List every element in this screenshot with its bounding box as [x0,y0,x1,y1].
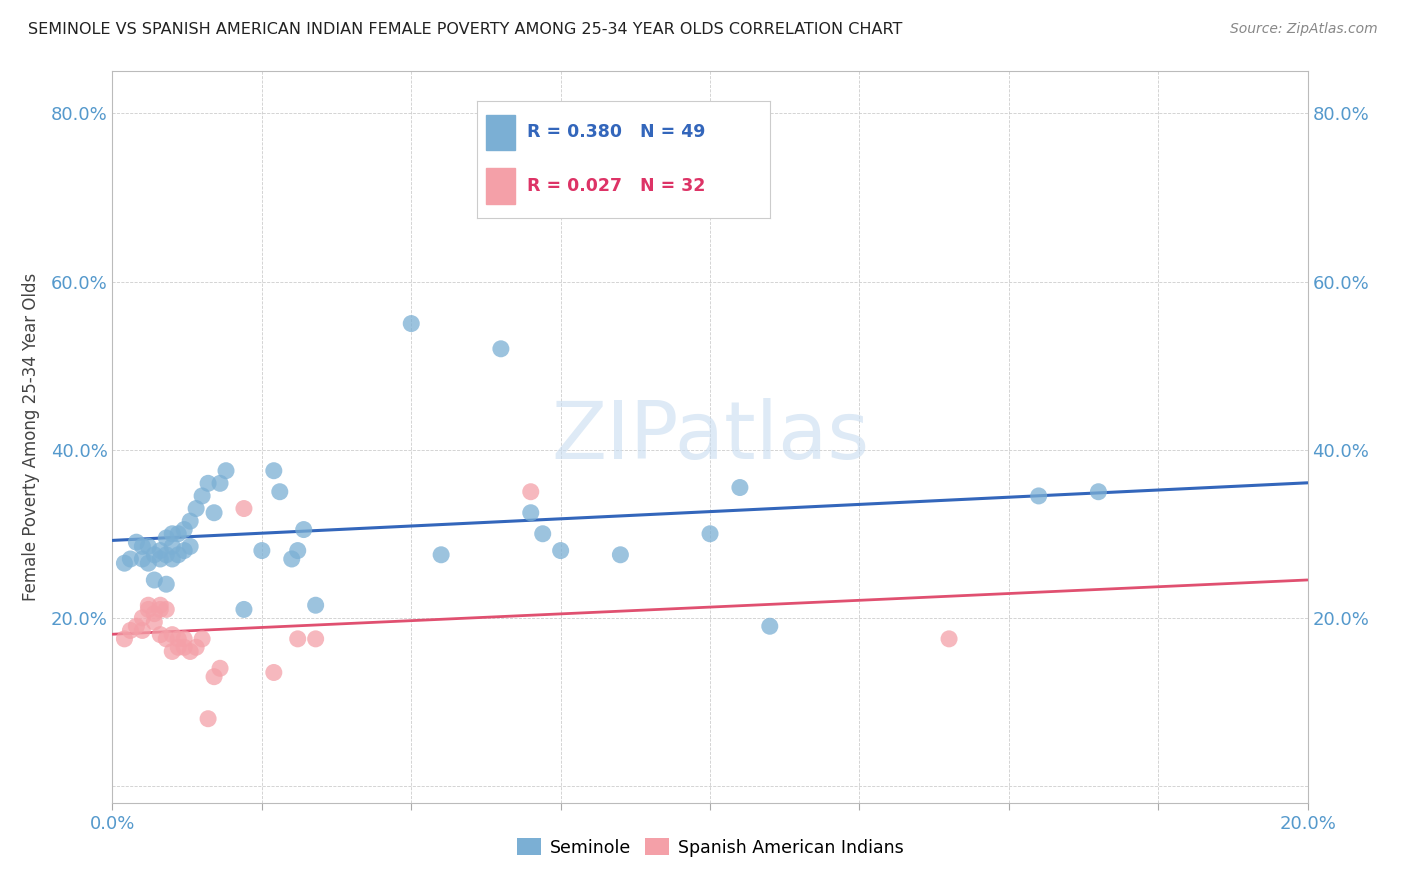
Point [167,548,190,562]
Point [263,665,285,680]
Point [173,523,195,537]
Point [131,611,153,625]
Point [167,526,190,541]
Point [186,501,208,516]
Point [162,526,183,541]
Text: Source: ZipAtlas.com: Source: ZipAtlas.com [1230,22,1378,37]
Point [162,552,183,566]
Point [287,543,309,558]
Point [305,599,328,613]
Point [550,543,572,558]
Legend: Seminole, Spanish American Indians: Seminole, Spanish American Indians [509,831,911,863]
Point [609,548,631,562]
Point [162,540,183,554]
Point [179,514,201,528]
Point [143,615,166,629]
Point [191,632,214,646]
Point [162,644,183,658]
Point [173,632,195,646]
Point [167,640,190,655]
Point [138,540,160,554]
Point [125,535,148,549]
Point [209,476,232,491]
Point [250,543,273,558]
Point [759,619,782,633]
Point [138,556,160,570]
Point [305,632,328,646]
Text: ZIPatlas: ZIPatlas [551,398,869,476]
Point [186,640,208,655]
Point [131,540,153,554]
Point [143,573,166,587]
Point [149,552,172,566]
Point [287,632,309,646]
Point [173,640,195,655]
Point [149,627,172,641]
Point [209,661,232,675]
Point [197,712,219,726]
Point [155,548,177,562]
Point [233,602,256,616]
Point [531,526,554,541]
Point [155,531,177,545]
Point [520,484,543,499]
Point [114,632,135,646]
Point [401,317,423,331]
Point [155,632,177,646]
Text: SEMINOLE VS SPANISH AMERICAN INDIAN FEMALE POVERTY AMONG 25-34 YEAR OLDS CORRELA: SEMINOLE VS SPANISH AMERICAN INDIAN FEMA… [28,22,903,37]
Point [114,556,135,570]
Y-axis label: Female Poverty Among 25-34 Year Olds: Female Poverty Among 25-34 Year Olds [21,273,39,601]
Point [179,644,201,658]
Point [215,464,238,478]
Point [489,342,512,356]
Point [155,602,177,616]
Point [138,599,160,613]
Point [292,523,315,537]
Point [520,506,543,520]
Point [179,540,201,554]
Point [1087,484,1109,499]
Point [131,552,153,566]
Point [167,632,190,646]
Point [149,602,172,616]
Point [191,489,214,503]
Point [120,624,142,638]
Point [143,607,166,621]
Point [149,599,172,613]
Point [430,548,453,562]
Point [125,619,148,633]
Point [131,624,153,638]
Point [233,501,256,516]
Point [143,548,166,562]
Point [149,543,172,558]
Point [202,506,225,520]
Point [263,464,285,478]
Point [281,552,304,566]
Point [120,552,142,566]
Point [197,476,219,491]
Point [269,484,291,499]
Point [938,632,960,646]
Point [173,543,195,558]
Point [202,670,225,684]
Point [162,627,183,641]
Point [155,577,177,591]
Point [728,481,751,495]
Point [1028,489,1050,503]
Point [699,526,721,541]
Point [138,602,160,616]
